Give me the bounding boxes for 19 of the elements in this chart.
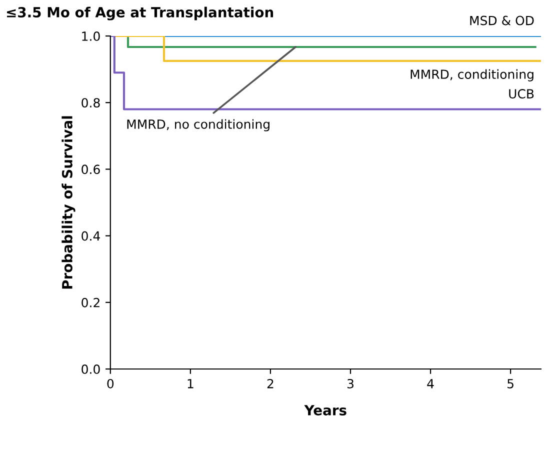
y-tick-label: 0.2 <box>82 298 100 308</box>
series-label: MMRD, conditioning <box>410 69 534 82</box>
y-axis-title: Probability of Survival <box>62 116 76 289</box>
x-axis-title: Years <box>304 405 346 416</box>
y-tick-label: 1.0 <box>82 31 100 41</box>
y-tick-label: 0.0 <box>82 364 100 374</box>
x-tick-label: 2 <box>267 378 274 388</box>
y-tick-label: 0.4 <box>82 231 100 241</box>
series-label: UCB <box>509 89 534 99</box>
x-tick-label: 1 <box>188 379 194 388</box>
x-tick-label: 5 <box>508 379 514 388</box>
x-tick-label: 4 <box>427 379 434 388</box>
y-tick-label: 0.6 <box>82 164 100 174</box>
x-tick-label: 3 <box>347 378 354 388</box>
y-tick-label: 0.8 <box>82 98 100 108</box>
series-label: MSD & OD <box>470 16 534 26</box>
x-tick-label: 0 <box>107 378 114 388</box>
text: MMRD, no conditioning <box>127 119 270 132</box>
chart-title: ≤3.5 Mo of Age at Transplantation <box>6 6 274 20</box>
